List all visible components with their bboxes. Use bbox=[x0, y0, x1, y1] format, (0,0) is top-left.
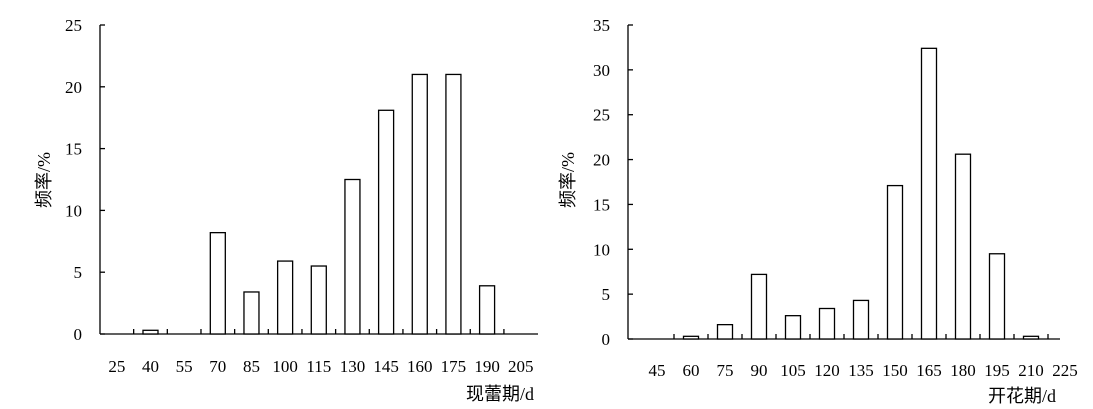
x-tick-label: 40 bbox=[142, 357, 159, 376]
x-tick-label: 115 bbox=[306, 357, 331, 376]
x-tick-label: 150 bbox=[882, 361, 908, 380]
bar bbox=[954, 153, 972, 340]
x-tick-label: 70 bbox=[209, 357, 226, 376]
x-tick-label: 195 bbox=[984, 361, 1010, 380]
bar bbox=[478, 285, 496, 335]
bar bbox=[310, 265, 327, 335]
x-tick-label: 100 bbox=[272, 357, 298, 376]
y-tick-label: 10 bbox=[65, 201, 82, 220]
x-tick-label: 135 bbox=[848, 361, 874, 380]
x-tick-label: 165 bbox=[916, 361, 942, 380]
y-tick-label: 5 bbox=[74, 263, 83, 282]
y-axis-label: 频率/% bbox=[34, 152, 54, 208]
bar bbox=[988, 253, 1006, 340]
bar bbox=[920, 47, 938, 340]
x-tick-label: 160 bbox=[407, 357, 433, 376]
bar bbox=[716, 323, 734, 340]
bar bbox=[344, 178, 361, 335]
y-tick-label: 20 bbox=[593, 151, 610, 170]
x-tick-label: 205 bbox=[508, 357, 534, 376]
x-axis-label: 开花期/d bbox=[988, 386, 1056, 406]
bar bbox=[852, 299, 870, 340]
x-axis-label: 现蕾期/d bbox=[466, 384, 534, 404]
x-tick-label: 210 bbox=[1018, 361, 1044, 380]
x-tick-label: 90 bbox=[751, 361, 768, 380]
x-tick-label: 75 bbox=[717, 361, 734, 380]
y-tick-label: 25 bbox=[593, 106, 610, 125]
bar bbox=[750, 273, 768, 340]
y-tick-label: 15 bbox=[65, 140, 82, 159]
chart-現蕾期-histogram: 0 5 10 15 20 25 25 40 55 70 85 100 115 130 145 160 175 19… bbox=[34, 16, 538, 404]
y-axis-label: 频率/% bbox=[558, 152, 578, 208]
x-tick-label: 225 bbox=[1052, 361, 1078, 380]
bar bbox=[818, 307, 836, 340]
bar bbox=[784, 315, 802, 340]
bar bbox=[142, 329, 159, 335]
bar bbox=[209, 231, 226, 335]
y-tick-label: 10 bbox=[593, 240, 610, 259]
chart-开花期-histogram: 0 5 10 15 20 25 30 35 45 60 75 90 105 120 135 150 165 180… bbox=[558, 16, 1078, 406]
bar bbox=[682, 335, 700, 340]
x-tick-label: 55 bbox=[176, 357, 193, 376]
y-tick-label: 20 bbox=[65, 78, 82, 97]
bar bbox=[445, 73, 462, 335]
y-tick-label: 35 bbox=[593, 16, 610, 35]
bar bbox=[411, 73, 428, 335]
y-tick-label: 25 bbox=[65, 16, 82, 35]
y-tick-label: 5 bbox=[602, 285, 611, 304]
x-tick-label: 130 bbox=[340, 357, 366, 376]
bar bbox=[377, 109, 395, 335]
x-tick-label: 45 bbox=[649, 361, 666, 380]
x-tick-label: 25 bbox=[108, 357, 125, 376]
x-tick-label: 175 bbox=[441, 357, 467, 376]
bar bbox=[886, 184, 904, 340]
y-tick-label: 30 bbox=[593, 61, 610, 80]
y-tick-label: 15 bbox=[593, 195, 610, 214]
y-tick-label: 0 bbox=[602, 330, 611, 349]
x-tick-label: 105 bbox=[780, 361, 806, 380]
y-tick-label: 0 bbox=[74, 325, 83, 344]
x-tick-label: 60 bbox=[683, 361, 700, 380]
x-tick-label: 120 bbox=[814, 361, 840, 380]
x-tick-label: 180 bbox=[950, 361, 976, 380]
bar bbox=[243, 291, 260, 335]
x-tick-label: 85 bbox=[243, 357, 260, 376]
bar bbox=[1022, 335, 1040, 340]
x-tick-label: 145 bbox=[373, 357, 399, 376]
bar bbox=[276, 260, 294, 335]
x-tick-label: 190 bbox=[474, 357, 500, 376]
